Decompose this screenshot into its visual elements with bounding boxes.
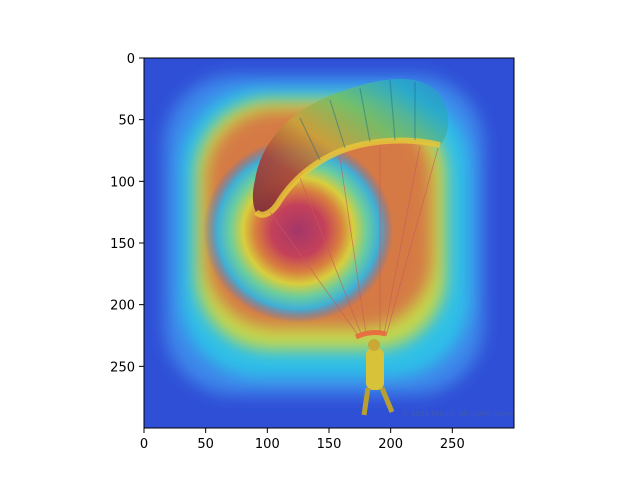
plot-area: © 2013 Fotolia. All rights reserved.: [144, 58, 525, 428]
x-tick-label: 150: [317, 437, 342, 452]
x-tick-label: 200: [378, 437, 403, 452]
y-tick-label: 150: [110, 237, 135, 252]
paraglider-lines: [269, 145, 439, 339]
y-axis-ticks: 0 50 100 150 200 250: [110, 52, 144, 375]
watermark-text: © 2013 Fotolia. All rights reserved.: [402, 410, 525, 418]
x-tick-label: 0: [140, 437, 148, 452]
y-tick-label: 200: [110, 299, 135, 314]
x-axis-ticks: 0 50 100 150 200 250: [140, 428, 465, 452]
y-tick-label: 250: [110, 360, 135, 375]
pilot-figure: [354, 330, 395, 416]
y-tick-label: 100: [110, 175, 135, 190]
x-tick-label: 50: [197, 437, 214, 452]
x-tick-label: 250: [440, 437, 465, 452]
x-tick-label: 100: [255, 437, 280, 452]
heatmap-hot-core: [203, 138, 394, 323]
y-tick-label: 50: [118, 114, 135, 129]
y-tick-label: 0: [127, 52, 135, 67]
paraglider-canopy: [252, 78, 449, 218]
